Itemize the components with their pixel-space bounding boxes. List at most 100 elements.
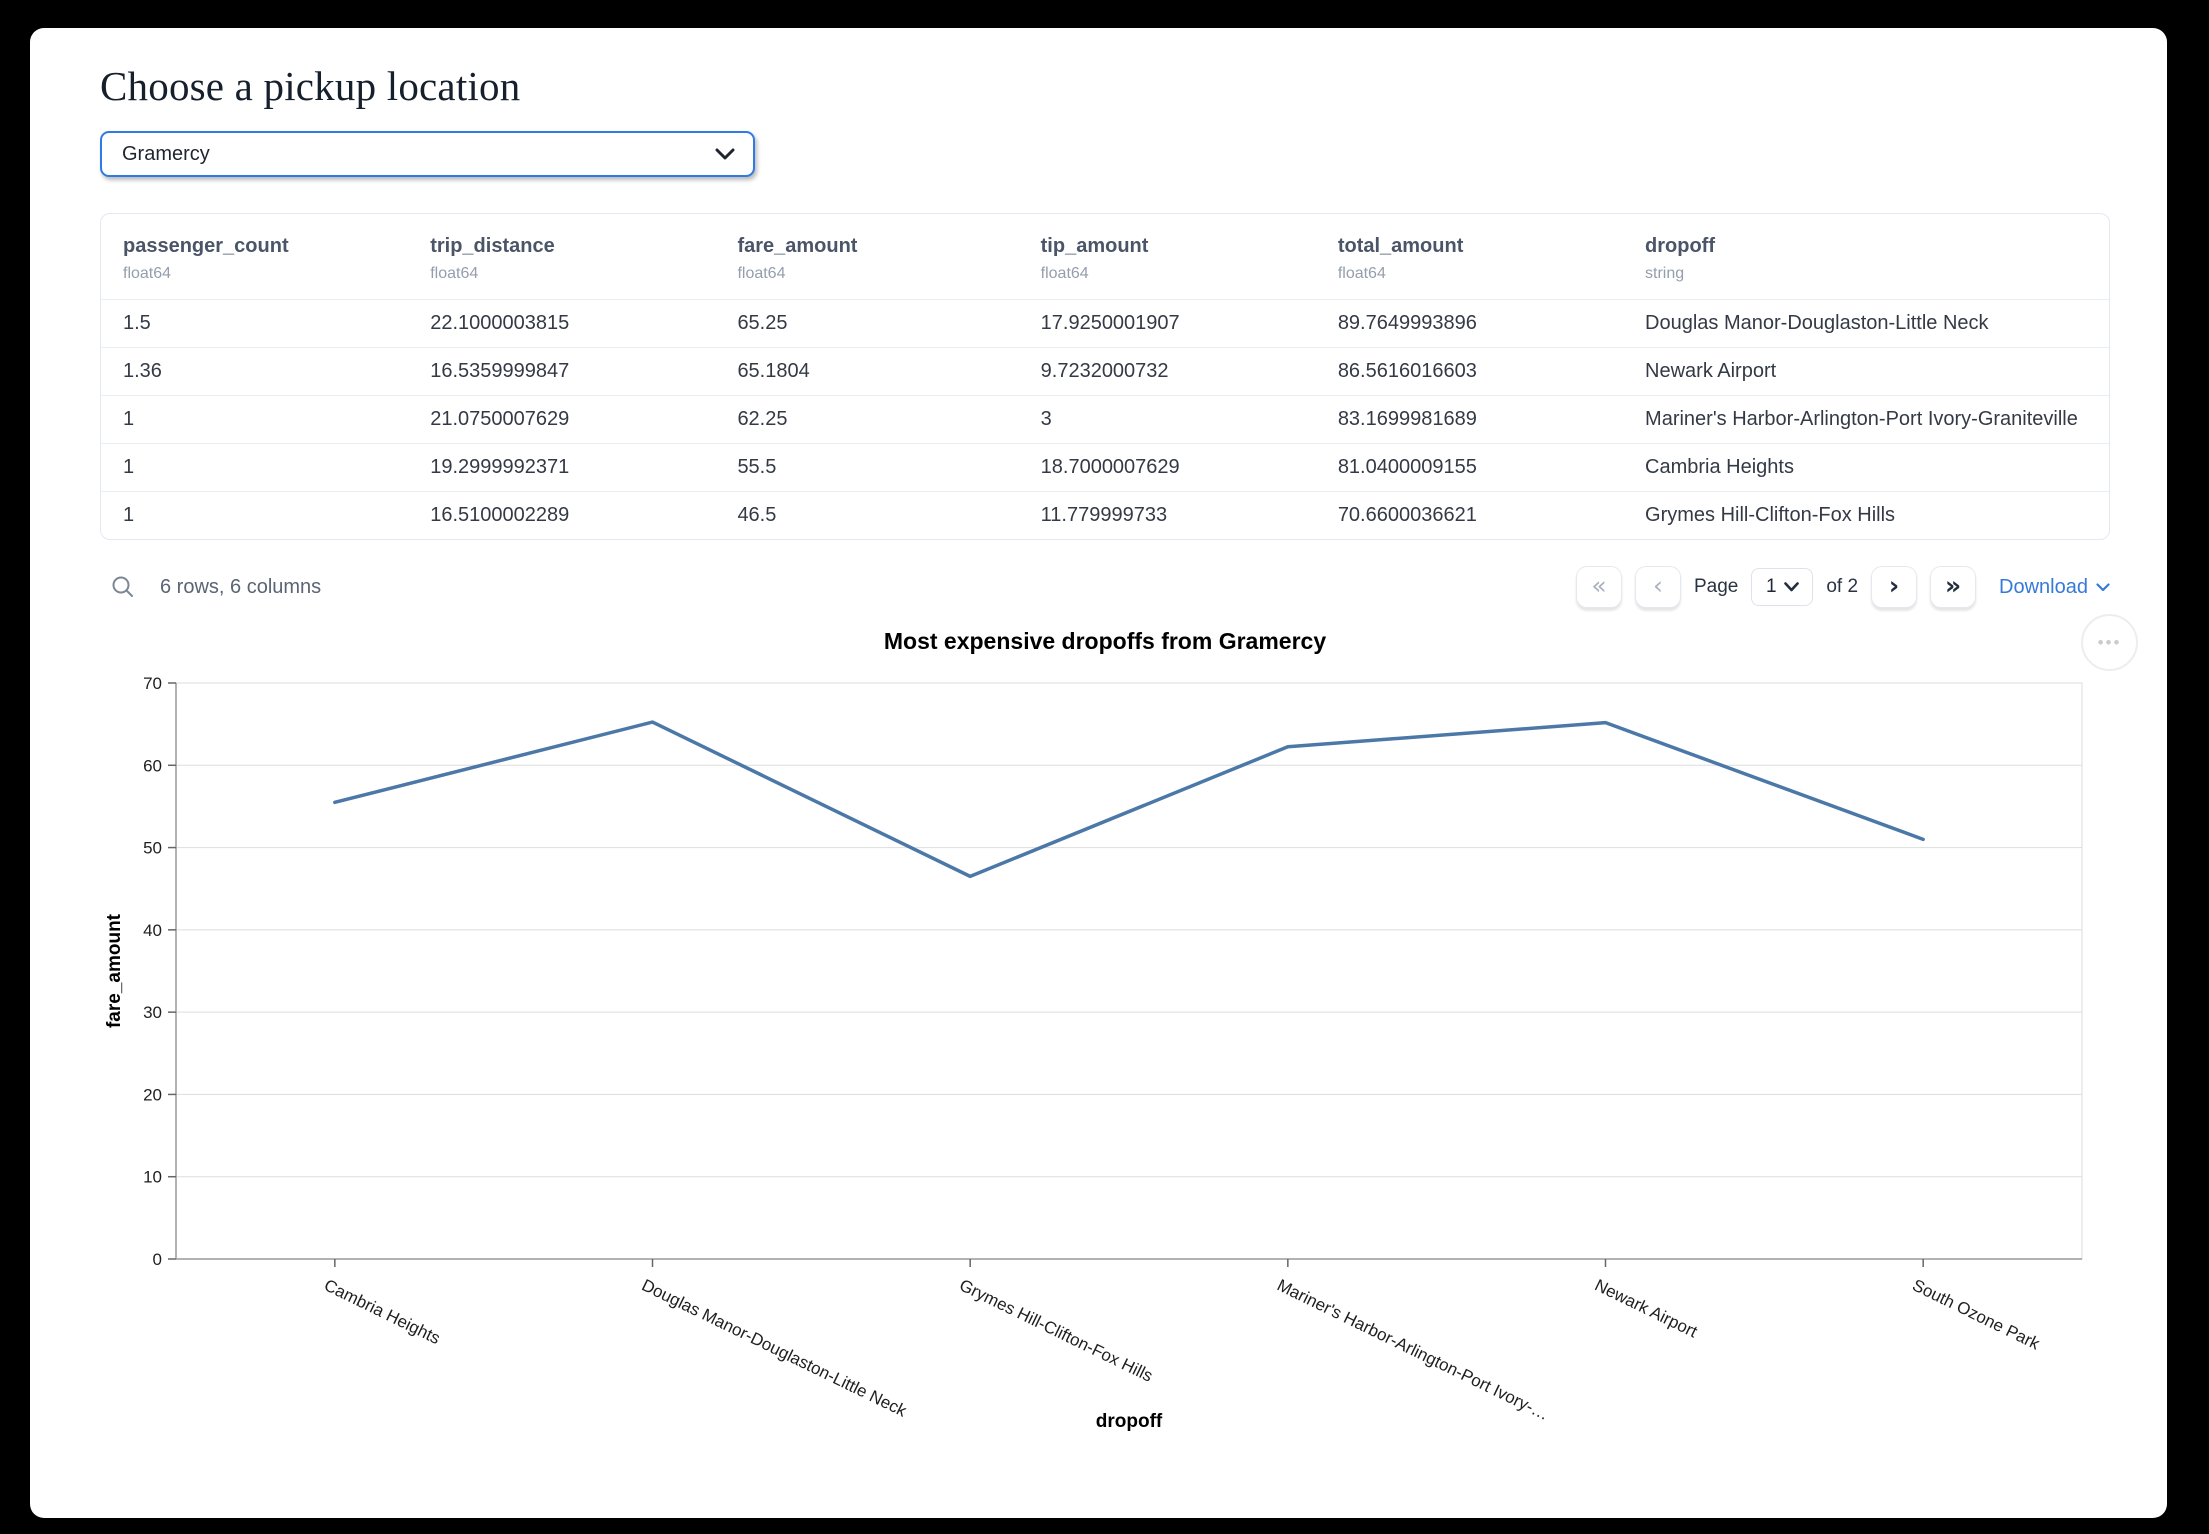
column-header-total_amount[interactable]: total_amount float64 <box>1316 214 1623 300</box>
table-cell: 46.5 <box>715 491 1019 539</box>
table-row: 1.5 22.1000003815 65.25 17.9250001907 89.764… <box>101 299 2109 348</box>
table-cell: Cambria Heights <box>1623 443 2109 492</box>
y-tick-label: 60 <box>143 756 162 775</box>
table-cell: 1.5 <box>101 299 409 348</box>
next-page-icon: › <box>1888 570 1900 600</box>
column-dtype: float64 <box>123 265 172 282</box>
x-tick-label: Grymes Hill-Clifton-Fox Hills <box>956 1276 1155 1386</box>
table-cell: 62.25 <box>715 395 1019 444</box>
rows-summary: 6 rows, 6 columns <box>110 574 321 600</box>
table-cell: 17.9250001907 <box>1018 299 1316 348</box>
y-tick-label: 30 <box>143 1003 162 1022</box>
column-header-dropoff[interactable]: dropoff string <box>1623 214 2109 300</box>
table-cell: 83.1699981689 <box>1315 395 1624 444</box>
y-tick-label: 20 <box>143 1085 162 1104</box>
table-footer: 6 rows, 6 columns « ‹ Page 1 of 2 › » <box>100 566 2110 608</box>
column-name: fare_amount <box>737 235 858 257</box>
table-cell: 65.1804 <box>715 347 1019 396</box>
table-cell: 3 <box>1018 395 1316 444</box>
table-cell: 86.5616016603 <box>1315 347 1624 396</box>
download-label: Download <box>1999 575 2088 598</box>
more-options-icon: ••• <box>2097 632 2122 652</box>
x-axis-title: dropoff <box>1096 1411 1163 1432</box>
column-header-tip_amount[interactable]: tip_amount float64 <box>1019 214 1316 300</box>
chevron-down-icon <box>2096 582 2110 591</box>
x-tick-label: Mariner's Harbor-Arlington-Port Ivory-… <box>1274 1276 1552 1425</box>
table-cell: 1 <box>101 491 409 539</box>
table-cell: 21.0750007629 <box>408 395 716 444</box>
last-page-icon: » <box>1944 570 1962 600</box>
table-cell: 22.1000003815 <box>408 299 716 348</box>
pickup-location-value: Gramercy <box>122 142 210 165</box>
table-cell: Mariner's Harbor-Arlington-Port Ivory-Gr… <box>1623 395 2109 444</box>
line-series <box>333 720 1925 879</box>
pagination: « ‹ Page 1 of 2 › » Download <box>1575 566 2110 608</box>
column-dtype: float64 <box>737 265 786 282</box>
x-tick-label: South Ozone Park <box>1909 1276 2043 1354</box>
column-name: passenger_count <box>123 235 289 257</box>
table-cell: Grymes Hill-Clifton-Fox Hills <box>1623 491 2109 539</box>
last-page-button[interactable]: » <box>1930 566 1977 608</box>
chart-title: Most expensive dropoffs from Gramercy <box>883 628 1327 654</box>
page-number-value: 1 <box>1766 576 1777 597</box>
column-name: tip_amount <box>1040 235 1149 257</box>
page-number-select[interactable]: 1 <box>1751 568 1814 606</box>
prev-page-button[interactable]: ‹ <box>1634 566 1681 608</box>
table-cell: 18.7000007629 <box>1018 443 1316 492</box>
x-tick-label: Cambria Heights <box>321 1276 443 1349</box>
x-tick-label: Douglas Manor-Douglaston-Little Neck <box>639 1276 910 1421</box>
table-cell: Douglas Manor-Douglaston-Little Neck <box>1623 299 2109 348</box>
table-cell: 16.5100002289 <box>408 491 716 539</box>
table-cell: 9.7232000732 <box>1018 347 1316 396</box>
table-cell: 19.2999992371 <box>408 443 716 492</box>
chevron-down-icon <box>715 148 735 159</box>
column-header-fare_amount[interactable]: fare_amount float64 <box>715 214 1018 300</box>
chart-container: Most expensive dropoffs from Gramercy ••… <box>100 614 2138 1457</box>
y-axis-title: fare_amount <box>104 913 125 1028</box>
download-button[interactable]: Download <box>1999 576 2110 599</box>
line-chart[interactable]: 0 10 20 30 40 50 60 70 Cambria Heights Douglas Ma… <box>100 667 2110 1457</box>
page-count-label: of 2 <box>1826 576 1859 597</box>
table-cell: 65.25 <box>715 299 1019 348</box>
column-name: trip_distance <box>430 235 555 257</box>
rows-summary-text: 6 rows, 6 columns <box>160 575 322 598</box>
page-title: Choose a pickup location <box>100 63 521 109</box>
column-header-passenger_count[interactable]: passenger_count float64 <box>101 214 408 300</box>
first-page-icon: « <box>1591 570 1607 600</box>
next-page-button[interactable]: › <box>1871 566 1918 608</box>
column-dtype: string <box>1645 265 1685 282</box>
column-name: total_amount <box>1337 235 1464 257</box>
pickup-location-select[interactable]: Gramercy <box>100 131 755 177</box>
first-page-button[interactable]: « <box>1575 566 1622 608</box>
table-row: 1 19.2999992371 55.5 18.7000007629 81.040000… <box>101 443 2109 492</box>
column-dtype: float64 <box>1040 265 1089 282</box>
table-row: 1 16.5100002289 46.5 11.779999733 70.6600036… <box>101 491 2109 539</box>
table-cell: 81.0400009155 <box>1315 443 1624 492</box>
table-body: 1.5 22.1000003815 65.25 17.9250001907 89.764… <box>101 299 2109 539</box>
column-dtype: float64 <box>430 265 479 282</box>
table-cell: 11.779999733 <box>1018 491 1316 539</box>
search-icon[interactable] <box>110 574 136 600</box>
table-cell: 1 <box>101 395 409 444</box>
y-tick-label: 40 <box>143 921 162 940</box>
table-cell: 16.5359999847 <box>408 347 716 396</box>
table-row: 1.36 16.5359999847 65.1804 9.7232000732 86.5… <box>101 347 2109 396</box>
y-tick-label: 0 <box>153 1250 162 1269</box>
prev-page-icon: ‹ <box>1652 570 1663 600</box>
chart-options-button[interactable]: ••• <box>2081 614 2138 671</box>
column-header-trip_distance[interactable]: trip_distance float64 <box>408 214 715 300</box>
table-cell: 70.6600036621 <box>1315 491 1624 539</box>
column-name: dropoff <box>1645 235 1716 257</box>
table-cell: 1 <box>101 443 409 492</box>
app-panel: Choose a pickup location Gramercy passen… <box>30 28 2167 1518</box>
table-cell: 1.36 <box>101 347 409 396</box>
page-label: Page <box>1693 576 1739 597</box>
y-tick-label: 70 <box>143 674 162 693</box>
table-row: 1 21.0750007629 62.25 3 83.1699981689 Mariner… <box>101 395 2109 444</box>
y-tick-label: 50 <box>143 839 162 858</box>
table-cell: Newark Airport <box>1623 347 2109 396</box>
table-cell: 89.7649993896 <box>1315 299 1624 348</box>
